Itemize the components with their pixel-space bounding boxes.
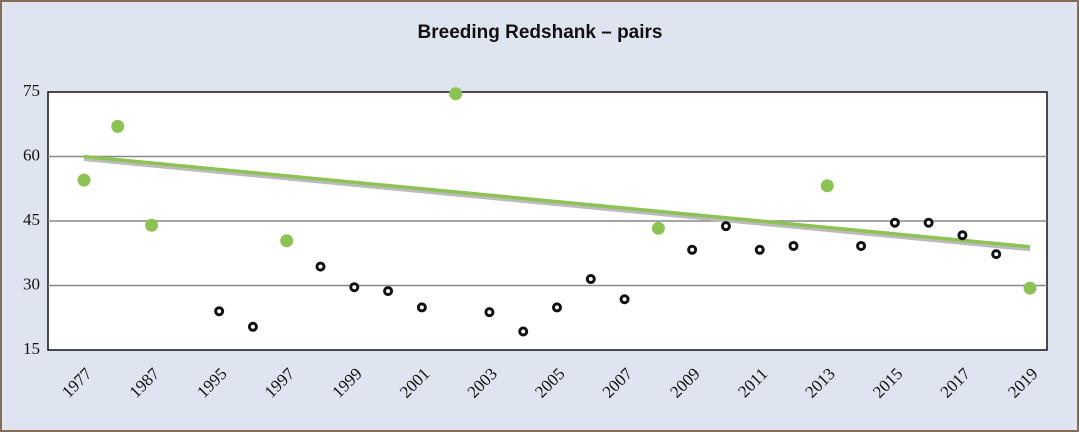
point [349, 282, 360, 293]
y-tick-label: 15 [23, 339, 40, 358]
point [449, 87, 463, 101]
point [214, 306, 225, 317]
point [247, 321, 258, 332]
point [889, 217, 900, 228]
point [923, 217, 934, 228]
point [651, 221, 665, 235]
point [484, 307, 495, 318]
point [145, 218, 159, 232]
trend-line [83, 154, 1031, 249]
y-tick-label: 30 [23, 274, 40, 293]
point [754, 244, 765, 255]
point [383, 286, 394, 297]
point [687, 244, 698, 255]
point [820, 179, 834, 193]
point [552, 302, 562, 313]
point [280, 234, 294, 248]
y-tick-label: 75 [23, 81, 40, 100]
point [788, 240, 799, 251]
point [416, 302, 427, 313]
point [1023, 281, 1037, 295]
chart-title: Breeding Redshank – pairs [418, 22, 663, 43]
y-tick-label: 45 [23, 210, 40, 229]
point [518, 326, 529, 337]
point [720, 221, 731, 232]
point [619, 294, 630, 305]
point [957, 230, 968, 241]
trend-line-shadow [83, 158, 1031, 252]
point [991, 249, 1002, 260]
point [111, 119, 125, 133]
point [315, 261, 326, 272]
point [77, 173, 91, 187]
point [585, 274, 596, 285]
point [856, 240, 867, 251]
y-tick-label: 60 [23, 145, 40, 164]
